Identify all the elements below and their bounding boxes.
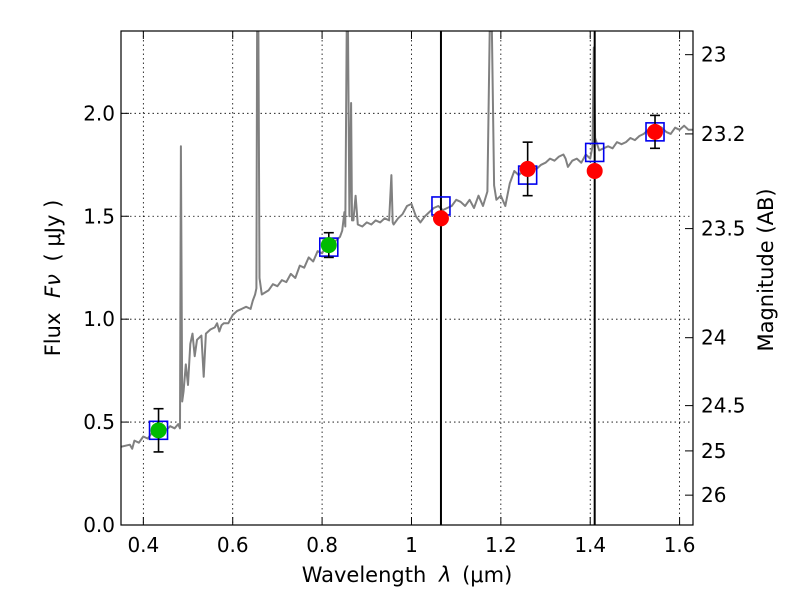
y2-tick-label: 24 bbox=[701, 326, 726, 350]
model-square-marker bbox=[584, 142, 605, 163]
x-tick-label: 0.4 bbox=[127, 533, 159, 557]
x-tick-label: 0.6 bbox=[217, 533, 249, 557]
y-tick-label: 1.0 bbox=[83, 307, 115, 331]
y2-tick-label: 25 bbox=[701, 439, 726, 463]
y2-tick-label: 23.2 bbox=[701, 122, 746, 146]
observed-circle-marker bbox=[432, 210, 449, 227]
markers bbox=[148, 114, 665, 453]
observed-circle-marker bbox=[647, 123, 664, 140]
y-tick-label: 0.5 bbox=[83, 410, 115, 434]
spectrum-line bbox=[121, 31, 693, 450]
observed-circle-marker bbox=[150, 422, 167, 439]
y2-tick-label: 23 bbox=[701, 43, 726, 67]
y-axis-label: Flux Fν ( μJy ) bbox=[41, 200, 65, 357]
y2-axis-label: Magnitude (AB) bbox=[754, 188, 778, 351]
y-tick-label: 1.5 bbox=[83, 204, 115, 228]
y2-tick-label: 26 bbox=[701, 483, 726, 507]
x-tick-label: 0.8 bbox=[306, 533, 338, 557]
observed-circle-marker bbox=[320, 237, 337, 254]
observed-circle-marker bbox=[519, 160, 536, 177]
y2-tick-label: 24.5 bbox=[701, 394, 746, 418]
x-tick-label: 1.4 bbox=[574, 533, 606, 557]
x-tick-label: 1 bbox=[405, 533, 418, 557]
y2-tick-label: 23.5 bbox=[701, 217, 746, 241]
grid bbox=[121, 31, 693, 525]
y-tick-label: 2.0 bbox=[83, 101, 115, 125]
x-axis-label: Wavelength λ (μm) bbox=[302, 563, 513, 587]
observed-circle-marker bbox=[586, 162, 603, 179]
ticks: 0.4 0.6 0.8 1 1.2 1.4 1.6 0.0 0.5 1.0 1.5 2.0 23 23.2… bbox=[83, 31, 746, 557]
vertical-lines bbox=[439, 31, 596, 525]
plot-frame bbox=[120, 30, 694, 526]
x-tick-label: 1.2 bbox=[485, 533, 517, 557]
y-tick-label: 0.0 bbox=[83, 513, 115, 537]
x-tick-label: 1.6 bbox=[664, 533, 696, 557]
